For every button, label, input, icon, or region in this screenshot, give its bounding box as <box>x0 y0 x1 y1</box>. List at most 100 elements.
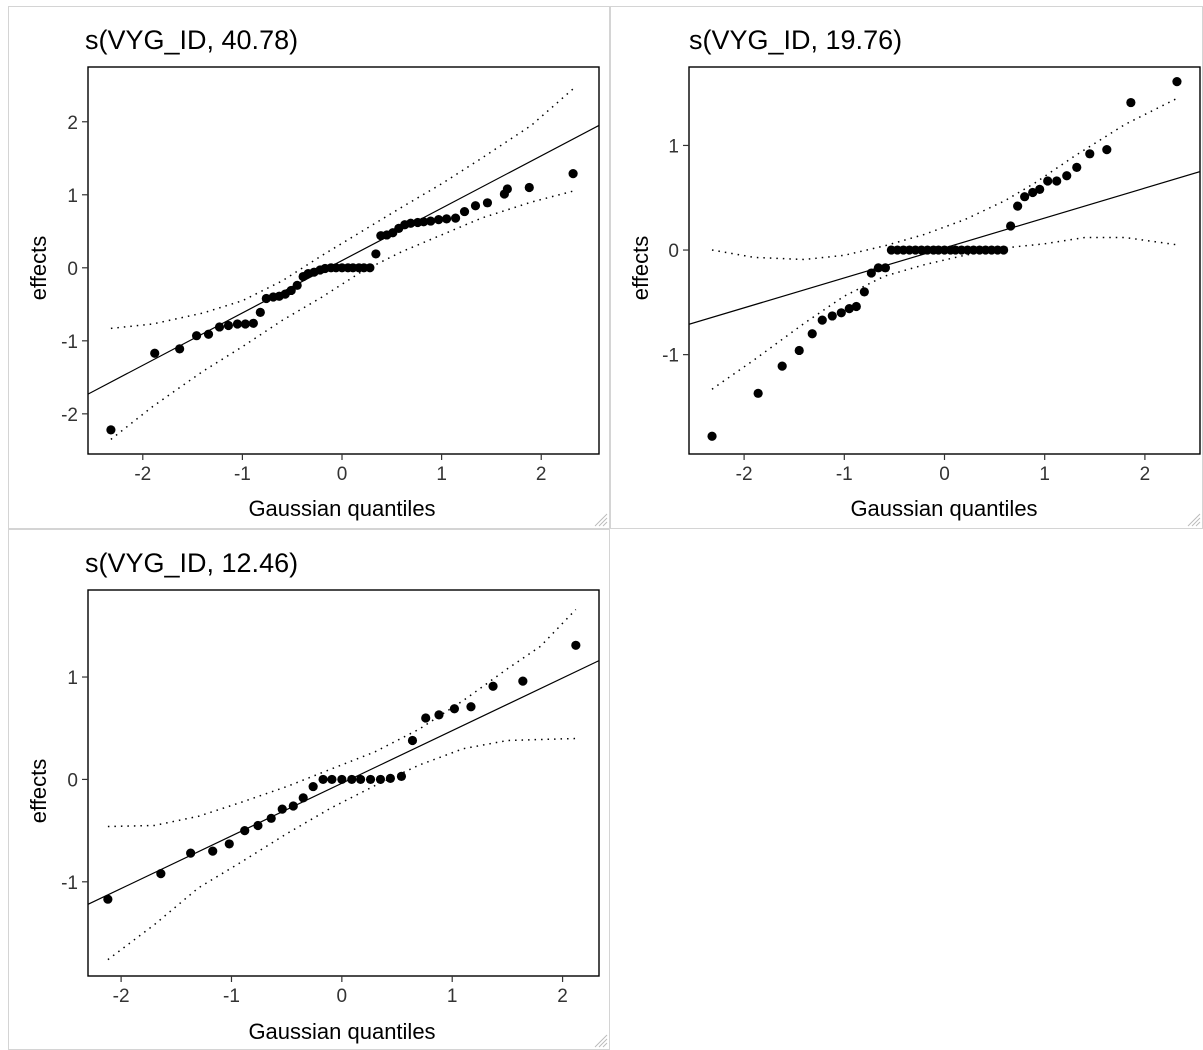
data-point <box>103 894 113 904</box>
resize-grip-icon[interactable] <box>594 513 608 527</box>
plot-panel-3: s(VYG_ID, 12.46) Gaussian quantiles effe… <box>8 529 610 1050</box>
data-point <box>518 676 528 686</box>
x-tick-label: 2 <box>1140 464 1151 485</box>
x-axis-label: Gaussian quantiles <box>850 496 1037 521</box>
data-point <box>851 301 861 312</box>
data-point <box>248 318 258 328</box>
data-point <box>191 331 202 341</box>
plot-frame <box>87 589 600 977</box>
data-point <box>470 201 481 211</box>
data-point <box>186 848 196 858</box>
data-point <box>224 839 234 849</box>
data-point <box>836 308 846 318</box>
x-tick-label: 2 <box>557 986 568 1007</box>
x-tick-label: -1 <box>234 464 251 485</box>
resize-grip-icon[interactable] <box>1187 513 1201 527</box>
x-tick-label: -2 <box>134 464 151 485</box>
y-tick-label: 1 <box>67 186 78 207</box>
data-point <box>286 285 296 296</box>
data-point <box>450 213 461 223</box>
y-tick-label: 0 <box>67 259 78 280</box>
plot-title: s(VYG_ID, 12.46) <box>85 548 298 578</box>
data-point <box>1172 77 1182 87</box>
lower-confidence-band <box>110 190 574 440</box>
data-point <box>223 320 234 331</box>
plot-area <box>88 88 599 440</box>
data-point <box>106 425 116 435</box>
data-point <box>434 710 444 720</box>
data-point <box>880 263 890 273</box>
data-point <box>253 820 263 831</box>
data-point <box>266 813 276 823</box>
y-tick-label: 1 <box>67 668 78 689</box>
data-point <box>1020 192 1030 202</box>
data-point <box>1072 162 1082 173</box>
lower-confidence-band <box>107 737 576 961</box>
data-point <box>873 263 883 273</box>
data-point <box>441 214 452 224</box>
upper-confidence-band <box>711 97 1178 261</box>
qq-plot-2: s(VYG_ID, 19.76) Gaussian quantiles effe… <box>628 25 1201 527</box>
resize-grip-icon[interactable] <box>594 1034 608 1048</box>
data-point <box>844 304 854 314</box>
data-point <box>421 713 431 723</box>
data-point <box>859 287 869 297</box>
data-point <box>1006 221 1016 231</box>
data-point <box>365 774 376 785</box>
plot-title: s(VYG_ID, 19.76) <box>689 25 902 55</box>
y-tick-label: -1 <box>61 332 78 353</box>
data-point <box>1052 176 1062 186</box>
y-axis-label: effects <box>628 236 653 300</box>
data-point <box>571 640 581 650</box>
data-point <box>407 735 418 746</box>
data-point <box>356 774 366 785</box>
data-point <box>426 216 436 226</box>
data-point <box>292 280 302 290</box>
data-point <box>827 311 837 321</box>
data-point <box>277 804 287 814</box>
plot-frame <box>87 66 600 455</box>
data-point <box>817 315 827 325</box>
plot-frame <box>688 66 1201 455</box>
data-point <box>240 826 250 836</box>
data-point <box>1028 187 1038 198</box>
data-point <box>240 319 250 329</box>
data-point <box>1013 201 1023 211</box>
data-point <box>288 801 298 811</box>
y-tick-label: -1 <box>662 346 679 367</box>
x-axis-label: Gaussian quantiles <box>248 1019 435 1044</box>
data-point <box>175 344 185 354</box>
data-point <box>1102 145 1112 155</box>
data-point <box>203 329 214 339</box>
data-point <box>866 268 876 278</box>
data-point <box>318 774 328 785</box>
data-point <box>794 345 804 356</box>
qq-plot-1: s(VYG_ID, 40.78) Gaussian quantiles effe… <box>26 25 608 527</box>
data-point <box>1035 184 1045 194</box>
data-point <box>707 431 717 441</box>
upper-confidence-band <box>110 88 574 330</box>
upper-confidence-band <box>107 608 577 828</box>
data-point <box>502 184 512 194</box>
x-tick-label: -2 <box>113 986 130 1007</box>
data-point <box>459 206 470 217</box>
data-point <box>214 322 225 332</box>
data-point <box>807 329 817 339</box>
data-point <box>375 774 386 785</box>
data-point <box>156 869 166 879</box>
y-axis-label: effects <box>26 759 51 823</box>
data-point <box>419 217 429 227</box>
x-tick-label: -1 <box>223 986 240 1007</box>
data-point <box>406 218 416 228</box>
plot-panel-1: s(VYG_ID, 40.78) Gaussian quantiles effe… <box>8 6 610 529</box>
data-point <box>337 774 347 785</box>
data-point <box>488 681 498 691</box>
data-point <box>1085 149 1095 159</box>
x-tick-label: 1 <box>1039 464 1050 485</box>
x-tick-label: 1 <box>447 986 458 1007</box>
data-point <box>568 169 578 179</box>
data-point <box>396 771 407 781</box>
y-tick-label: 0 <box>67 770 78 791</box>
data-point <box>232 319 243 329</box>
data-point <box>482 198 493 208</box>
